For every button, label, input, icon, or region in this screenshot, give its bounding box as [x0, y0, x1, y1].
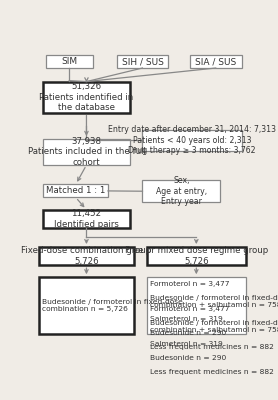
Text: 51,326
Patients indentified in
the database: 51,326 Patients indentified in the datab… [39, 82, 134, 112]
FancyBboxPatch shape [147, 247, 246, 265]
Text: Budesonide / formoterol in fixed-dose
combination n = 5,726: Budesonide / formoterol in fixed-dose co… [42, 300, 183, 312]
Text: Fixed-dose combination group
5,726: Fixed-dose combination group 5,726 [21, 246, 152, 266]
FancyBboxPatch shape [46, 55, 93, 68]
Text: 37,938
Patients included in the full
cohort: 37,938 Patients included in the full coh… [28, 137, 145, 167]
Text: Entry date after december 31, 2014: 7,313
Patients < 40 years old: 2,313
Drug th: Entry date after december 31, 2014: 7,31… [108, 126, 276, 155]
Text: Sex,
Age at entry,
Entry year: Sex, Age at entry, Entry year [156, 176, 207, 206]
FancyBboxPatch shape [147, 278, 246, 334]
FancyBboxPatch shape [43, 82, 130, 113]
Text: Matched 1 : 1: Matched 1 : 1 [46, 186, 105, 196]
FancyBboxPatch shape [43, 210, 130, 228]
FancyBboxPatch shape [43, 184, 108, 197]
FancyBboxPatch shape [143, 180, 220, 202]
FancyBboxPatch shape [143, 130, 242, 151]
Text: Formoterol n = 3,477

Budesonide / formoterol in fixed-dose
combination + salbut: Formoterol n = 3,477 Budesonide / formot… [150, 280, 278, 350]
FancyBboxPatch shape [39, 247, 134, 265]
FancyBboxPatch shape [190, 55, 242, 68]
Text: SIH / SUS: SIH / SUS [121, 57, 163, 66]
Text: SIA / SUS: SIA / SUS [195, 57, 236, 66]
Text: SIM: SIM [61, 57, 77, 66]
FancyBboxPatch shape [39, 278, 134, 334]
Text: 11,452
Identified pairs: 11,452 Identified pairs [54, 209, 119, 229]
FancyBboxPatch shape [117, 55, 168, 68]
Text: Formoterol n = 3,477

Budesonide / formoterol in fixed-dose
combination + salbut: Formoterol n = 3,477 Budesonide / formot… [150, 306, 278, 375]
Text: Free or mixed dose regime group
5,726: Free or mixed dose regime group 5,726 [125, 246, 268, 266]
FancyBboxPatch shape [43, 139, 130, 165]
